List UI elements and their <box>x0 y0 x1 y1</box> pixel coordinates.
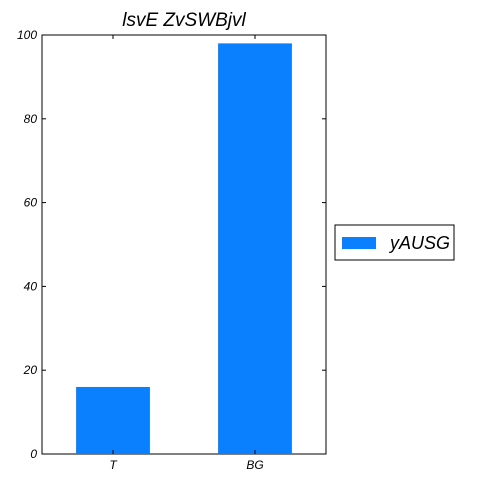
chart-title: lsvE ZvSWBjvl <box>122 10 246 31</box>
legend: yAUSG <box>335 225 454 260</box>
y-tick-label: 100 <box>17 28 37 42</box>
x-tick-label: BG <box>246 458 263 472</box>
y-tick-label: 20 <box>23 363 38 377</box>
y-tick-label: 80 <box>24 112 38 126</box>
legend-label: yAUSG <box>388 233 450 253</box>
y-tick-label: 0 <box>30 447 37 461</box>
bars-group <box>76 43 292 454</box>
y-tick-label: 60 <box>24 196 38 210</box>
y-tick-label: 40 <box>24 279 38 293</box>
bar-bg <box>218 43 292 454</box>
bar-t <box>76 387 150 454</box>
legend-swatch <box>342 237 376 249</box>
x-tick-label: T <box>109 458 118 472</box>
